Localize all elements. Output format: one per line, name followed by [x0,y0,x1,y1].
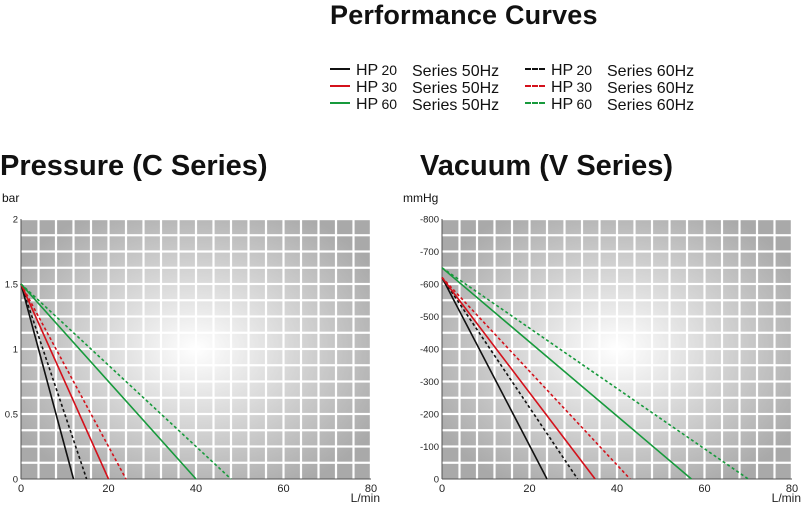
legend-swatch [330,85,350,87]
grid-line [21,461,371,464]
legend-model: HP 60 [356,96,398,113]
y-tick-label: -800 [420,215,439,226]
series-line-0 [441,277,548,480]
grid-line [442,299,792,302]
series-line-4 [441,267,692,480]
x-tick-label: 20 [523,483,535,495]
y-tick-label: -100 [420,442,439,453]
series-line-2 [20,283,110,480]
grid-line [442,396,792,399]
series-line-3 [441,276,631,480]
legend-model: HP 20 [551,62,593,79]
x-tick-label: 80 [365,483,377,495]
grid-line [369,219,372,479]
page-title: Performance Curves [330,0,598,30]
legend-series: Series 50Hz [412,97,500,114]
grid-line [21,266,371,269]
series-line-4 [20,283,197,480]
grid-line [441,218,793,221]
x-tick-label: 20 [102,483,114,495]
grid-line [442,364,792,367]
legend-series: Series 50Hz [412,80,500,97]
y-tick-label: -400 [420,345,439,356]
x-tick-label: 60 [698,483,710,495]
grid-line [442,250,792,253]
x-tick-label: 60 [277,483,289,495]
legend-series: Series 60Hz [607,80,695,97]
y-tick-label: 2 [13,215,18,226]
grid-line [20,218,372,221]
legend-series: Series 50Hz [412,63,500,80]
legend-series: Series 60Hz [607,97,695,114]
grid-line [21,331,371,334]
y-tick-label: -600 [420,280,439,291]
legend-model: HP 20 [356,62,398,79]
y-tick-label: 0.5 [5,410,18,421]
series-line-1 [20,283,88,480]
y-tick-label: -700 [420,247,439,258]
pressure-y-unit: bar [2,191,20,205]
y-tick-label: -200 [420,410,439,421]
pressure-chart-title: Pressure (C Series) [0,150,268,182]
grid-line [442,461,792,464]
y-tick-label: 0 [434,475,439,486]
grid-line [21,380,371,383]
grid-line [21,364,371,367]
x-tick-label: 40 [611,483,623,495]
vacuum-chart-title: Vacuum (V Series) [420,150,674,182]
y-tick-label: -300 [420,377,439,388]
legend-swatch [525,85,545,87]
grid-line [442,315,792,318]
grid-line [21,250,371,253]
series-line-5 [441,267,749,480]
y-tick-label: -500 [420,312,439,323]
vacuum-y-unit: mmHg [403,191,439,205]
grid-line [442,445,792,448]
x-tick-label: 40 [190,483,202,495]
grid-line [442,331,792,334]
grid-line [21,315,371,318]
series-line-2 [441,277,596,480]
y-tick-label: 0 [13,475,18,486]
legend-model: HP 60 [551,96,593,113]
grid-line [21,347,371,351]
grid-line [21,299,371,302]
grid-line [790,219,793,479]
y-tick-label: 1 [13,345,18,356]
grid-line [442,266,792,269]
grid-line [21,429,371,432]
grid [441,218,793,479]
y-tick-label: 1.5 [5,280,18,291]
legend-swatch [330,68,350,70]
grid-line [21,234,371,237]
grid-line [442,429,792,432]
series-line-5 [20,283,232,480]
grid-line [21,396,371,399]
x-axis-unit: L/min [772,491,801,505]
legend-swatch [525,102,545,104]
legend-swatch [330,102,350,104]
x-tick-label: 0 [439,483,445,495]
series-line-1 [441,277,579,480]
grid-line [442,282,792,286]
x-axis-unit: L/min [351,491,380,505]
series-line-3 [20,283,127,480]
grid-line [21,282,371,286]
legend-series: Series 60Hz [607,63,695,80]
grid-line [442,234,792,237]
legend-model: HP 30 [356,79,398,96]
grid-line [442,380,792,383]
series-line-0 [20,283,75,480]
legend-swatch [525,68,545,70]
grid-line [21,412,371,416]
grid-line [442,412,792,416]
x-tick-label: 0 [18,483,24,495]
legend-model: HP 30 [551,79,593,96]
x-tick-label: 80 [786,483,798,495]
grid-line [442,347,792,351]
